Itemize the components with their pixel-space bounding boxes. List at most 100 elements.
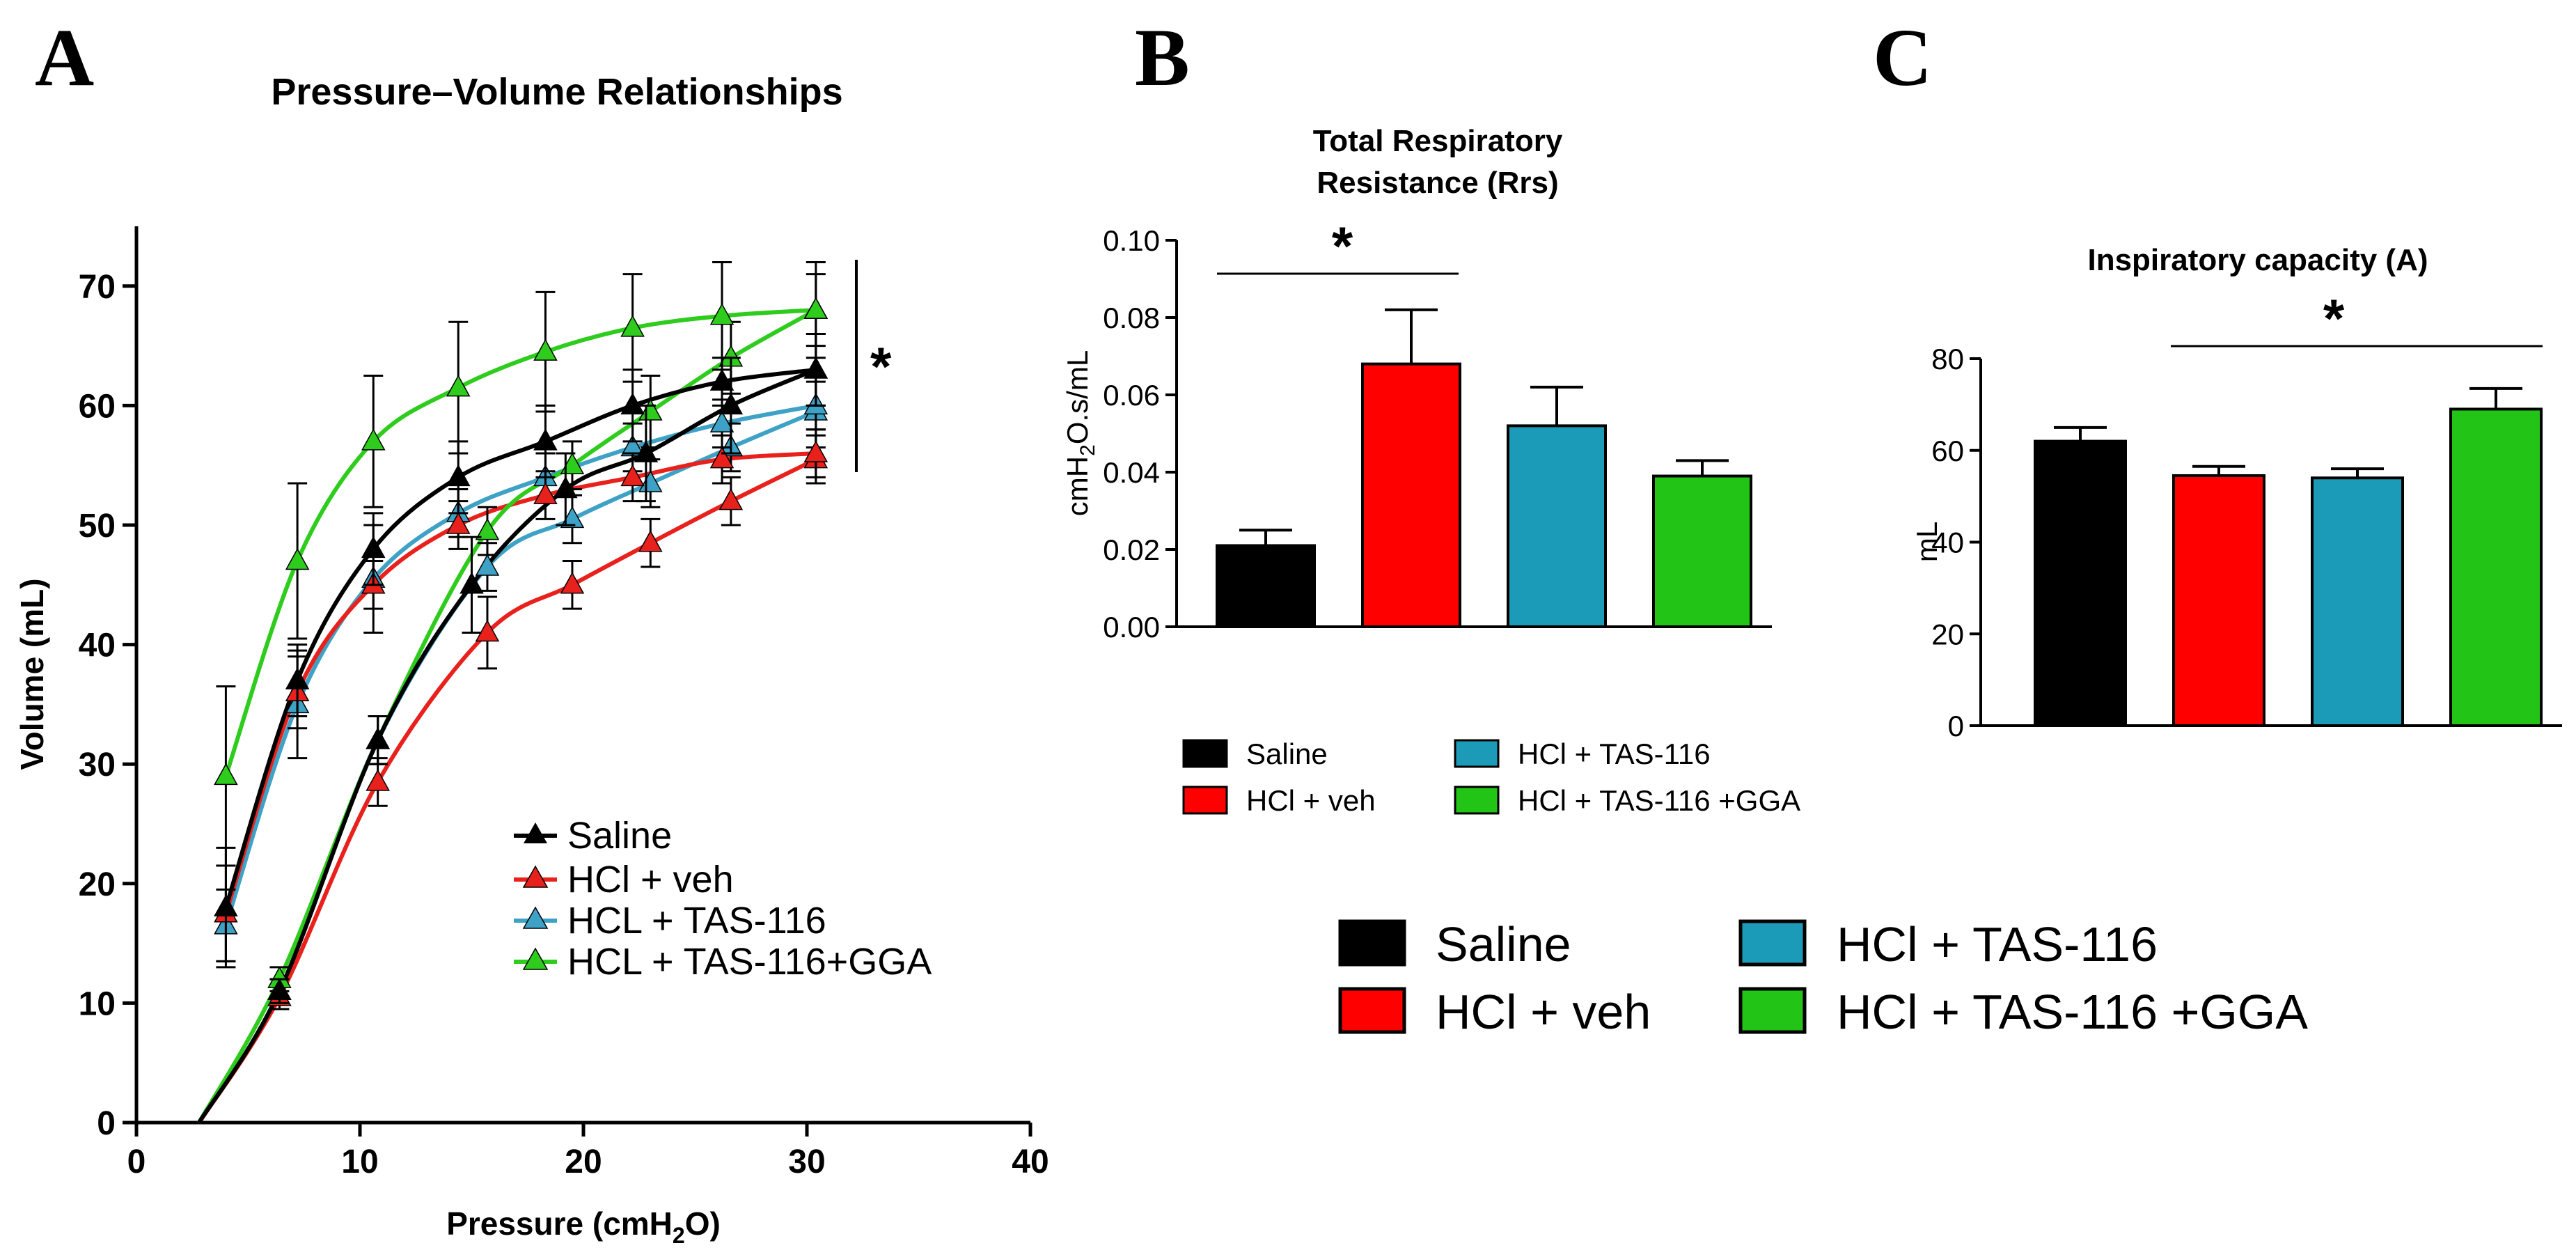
data-point xyxy=(638,470,663,492)
data-point xyxy=(446,512,471,534)
data-point xyxy=(446,375,471,397)
legend-a-label: HCl + veh xyxy=(567,859,734,900)
data-point xyxy=(803,440,828,462)
shared-legend: Saline HCl + veh HCl + TAS-116 HCl + TAS… xyxy=(1338,917,2308,1039)
legend-b-label-tas-116-gga: HCl + TAS-116 +GGA xyxy=(1518,784,1800,817)
bar-4 xyxy=(1652,474,1752,628)
chart-a-y-label: Volume (mL) xyxy=(14,578,50,770)
chart-c-bars xyxy=(2034,387,2543,728)
legend-a-item-tas-116-gga: HCL + TAS-116+GGA xyxy=(514,941,932,983)
data-point xyxy=(475,554,500,576)
y-tick-label: 0.08 xyxy=(1103,302,1160,334)
panel-label-c: C xyxy=(1873,12,1932,103)
data-point xyxy=(533,482,558,504)
data-point xyxy=(709,303,735,325)
legend-b-label-saline: Saline xyxy=(1246,737,1328,770)
x-tick-label: 20 xyxy=(565,1143,602,1180)
data-point xyxy=(709,368,735,391)
shared-legend-swatch-saline xyxy=(1338,919,1406,967)
y-tick-label: 30 xyxy=(79,747,116,783)
legend-b-label-tas-116: HCl + TAS-116 xyxy=(1518,737,1711,770)
triangle-marker-icon xyxy=(522,947,549,970)
legend-a-label: HCL + TAS-116+GGA xyxy=(567,941,932,983)
series-line-inflation xyxy=(197,409,817,1124)
y-tick-label: 0 xyxy=(97,1105,116,1142)
chart-a-title: Pressure–Volume Relationships xyxy=(271,71,842,113)
chart-b-legend: Saline HCl + veh HCl + TAS-116 HCl + TAS… xyxy=(1182,737,1800,817)
panel-label-b: B xyxy=(1135,12,1190,103)
data-point xyxy=(553,476,578,499)
data-point xyxy=(560,572,585,594)
data-point xyxy=(803,357,828,379)
x-tick-label: 0 xyxy=(127,1143,146,1180)
bar-1 xyxy=(1216,544,1316,629)
chart-a-significance-star: * xyxy=(870,336,892,397)
legend-a-item-hcl-veh: HCl + veh xyxy=(514,859,734,900)
data-point xyxy=(460,572,484,594)
data-point xyxy=(634,440,659,462)
data-point xyxy=(285,547,310,570)
x-tick-label: 40 xyxy=(1012,1143,1049,1180)
bar-2 xyxy=(2172,474,2265,727)
legend-b-swatch-tas-116 xyxy=(1454,739,1500,768)
data-point xyxy=(620,464,645,487)
legend-b-swatch-tas-116-gga xyxy=(1454,786,1500,815)
bar-1 xyxy=(2034,439,2127,727)
shared-legend-label-hcl-veh: HCl + veh xyxy=(1436,985,1651,1039)
chart-a-x-label: Pressure (cmH2O) xyxy=(446,1205,721,1248)
data-point xyxy=(620,315,645,337)
legend-a-item-tas-116: HCL + TAS-116 xyxy=(514,900,826,942)
shared-legend-label-saline: Saline xyxy=(1436,917,1571,971)
data-point xyxy=(718,392,744,415)
bar-4 xyxy=(2449,407,2543,728)
y-tick-label: 20 xyxy=(1931,618,1964,650)
panel-b: B Total Respiratory Resistance (Rrs) 0.0… xyxy=(1061,12,1800,817)
legend-a-label: Saline xyxy=(567,815,672,857)
chart-b-bars xyxy=(1216,308,1752,629)
data-point xyxy=(214,763,238,786)
data-point xyxy=(533,428,558,451)
shared-legend-label-tas-116-gga: HCl + TAS-116 +GGA xyxy=(1837,985,2308,1039)
chart-a-x-ticks: 0 10 20 30 40 xyxy=(127,1123,1049,1180)
data-point xyxy=(638,398,663,421)
chart-b-title-line-1: Total Respiratory xyxy=(1313,124,1563,158)
shared-legend-swatch-hcl-veh xyxy=(1338,987,1406,1034)
chart-c-title: Inspiratory capacity (A) xyxy=(2087,243,2428,277)
data-point xyxy=(475,619,500,642)
data-point xyxy=(285,667,310,689)
y-tick-label: 0.04 xyxy=(1103,456,1160,489)
chart-b-y-label: cmH2O.s/mL xyxy=(1061,350,1099,516)
chart-a-legend: Saline HCl + veh HCL + TAS-116 HCL + TAS… xyxy=(514,815,932,983)
data-point xyxy=(709,446,735,469)
data-point xyxy=(709,410,735,432)
bar-3 xyxy=(2311,476,2404,728)
y-tick-label: 10 xyxy=(79,985,116,1022)
chart-b-significance-star: * xyxy=(1332,215,1353,276)
data-point xyxy=(718,488,744,510)
y-tick-label: 0 xyxy=(1948,710,1964,742)
y-tick-label: 50 xyxy=(79,508,116,545)
data-point xyxy=(366,769,390,791)
y-tick-label: 0.00 xyxy=(1103,611,1160,643)
data-point xyxy=(267,978,292,1000)
chart-a-axes: 0 10 20 30 40 0 10 20 30 40 50 60 70 xyxy=(79,226,1049,1180)
y-tick-label: 80 xyxy=(1931,343,1964,375)
data-point xyxy=(803,297,828,319)
chart-a-y-ticks: 0 10 20 30 40 50 60 70 xyxy=(79,269,136,1142)
y-tick-label: 40 xyxy=(1931,526,1964,559)
chart-b-y-ticks: 0.00 0.02 0.04 0.06 0.08 0.10 xyxy=(1103,224,1177,643)
shared-legend-swatch-tas-116 xyxy=(1738,919,1807,967)
data-point xyxy=(366,727,390,749)
triangle-marker-icon xyxy=(524,822,547,843)
shared-legend-swatch-tas-116-gga xyxy=(1738,987,1807,1034)
x-tick-label: 30 xyxy=(788,1143,825,1180)
y-tick-label: 70 xyxy=(79,269,116,306)
bar-3 xyxy=(1507,424,1607,629)
legend-a-item-saline: Saline xyxy=(514,815,672,857)
chart-c-significance-star: * xyxy=(2323,288,2345,349)
y-tick-label: 60 xyxy=(1931,435,1964,467)
legend-b-swatch-saline xyxy=(1182,739,1228,768)
data-point xyxy=(361,428,386,451)
